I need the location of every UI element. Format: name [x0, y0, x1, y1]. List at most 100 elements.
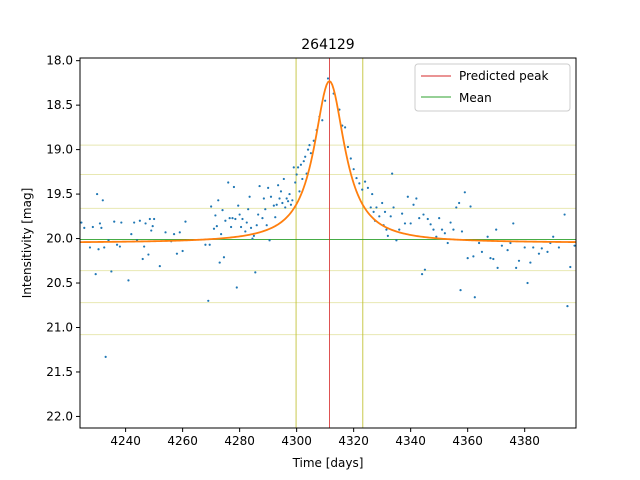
data-point [143, 245, 146, 248]
data-point [83, 226, 86, 229]
data-point [286, 200, 290, 203]
data-point [248, 195, 251, 198]
data-point [346, 145, 350, 149]
y-tick-label: 19.0 [46, 143, 73, 157]
data-point [526, 281, 529, 285]
data-point [509, 241, 512, 245]
data-point [158, 265, 161, 268]
data-point [184, 220, 187, 223]
data-point [265, 224, 268, 227]
data-point [100, 226, 103, 229]
data-point [214, 214, 217, 217]
data-point [355, 176, 358, 180]
data-point [375, 206, 378, 209]
data-point [460, 230, 464, 233]
data-point [208, 243, 211, 246]
y-tick-label: 18.0 [46, 54, 73, 68]
data-point [385, 228, 388, 231]
data-point [262, 197, 265, 200]
data-point [267, 186, 270, 189]
y-tick-label: 20.0 [46, 232, 73, 246]
data-point [458, 201, 461, 205]
data-point [172, 233, 176, 236]
data-point [207, 299, 210, 302]
data-point [115, 243, 119, 246]
data-point [133, 221, 136, 224]
data-point [495, 228, 498, 231]
x-tick-label: 4320 [338, 434, 369, 448]
data-point [279, 190, 283, 193]
data-point [512, 222, 515, 225]
data-point [239, 225, 243, 229]
data-point [352, 168, 355, 171]
data-point [130, 233, 133, 236]
data-point [486, 235, 489, 238]
data-point [463, 191, 466, 194]
data-point [284, 206, 287, 209]
data-point [366, 186, 370, 189]
data-point [423, 268, 427, 271]
data-point [406, 195, 409, 198]
data-point [299, 163, 303, 166]
data-point [523, 246, 526, 249]
data-point [440, 228, 444, 231]
data-point [537, 252, 541, 255]
data-point [391, 172, 394, 175]
data-point [401, 212, 404, 215]
data-point [466, 257, 469, 260]
data-point [234, 217, 237, 221]
x-axis-title: Time [days] [292, 456, 364, 470]
data-point [432, 228, 435, 231]
data-point [349, 157, 352, 160]
data-point [480, 250, 484, 253]
data-point [238, 213, 241, 216]
data-point [255, 224, 258, 227]
data-point [361, 188, 364, 191]
data-point [358, 182, 361, 185]
data-point [227, 181, 230, 184]
data-point [546, 250, 549, 253]
data-point [302, 160, 305, 163]
data-point [88, 246, 92, 249]
data-point [153, 217, 156, 221]
data-point [438, 217, 441, 220]
data-point [422, 213, 425, 216]
data-point [261, 217, 264, 220]
data-point [291, 199, 294, 202]
data-point [292, 166, 295, 169]
data-point [144, 222, 147, 225]
data-point [517, 259, 521, 262]
data-point [104, 355, 107, 358]
data-point [472, 255, 475, 258]
data-point [363, 180, 367, 183]
x-tick-label: 4360 [452, 434, 483, 448]
data-point [324, 99, 327, 102]
x-tick-label: 4300 [281, 434, 312, 448]
data-point [569, 265, 572, 269]
data-point [392, 206, 395, 209]
data-point [237, 204, 240, 207]
y-tick-label: 18.5 [46, 98, 73, 112]
data-point [435, 235, 438, 238]
data-point [426, 217, 429, 221]
data-point [277, 184, 280, 187]
data-point [103, 246, 106, 249]
data-point [110, 270, 113, 273]
data-point [573, 244, 576, 247]
data-point [278, 197, 281, 200]
data-point [420, 273, 424, 276]
data-point [224, 219, 227, 222]
data-point [506, 249, 509, 252]
y-tick-label: 19.5 [46, 187, 73, 201]
axes: 4240 4260 4280 4300 4320 4340 4360 4380 18.0 18.5… [46, 54, 540, 448]
legend-box [414, 63, 571, 112]
data-point [264, 208, 267, 211]
data-point [557, 246, 561, 249]
data-point [164, 231, 167, 234]
data-point [378, 215, 381, 218]
data-point [446, 241, 449, 245]
fit-curve [79, 80, 577, 244]
data-point [398, 228, 401, 231]
data-point [150, 229, 153, 232]
